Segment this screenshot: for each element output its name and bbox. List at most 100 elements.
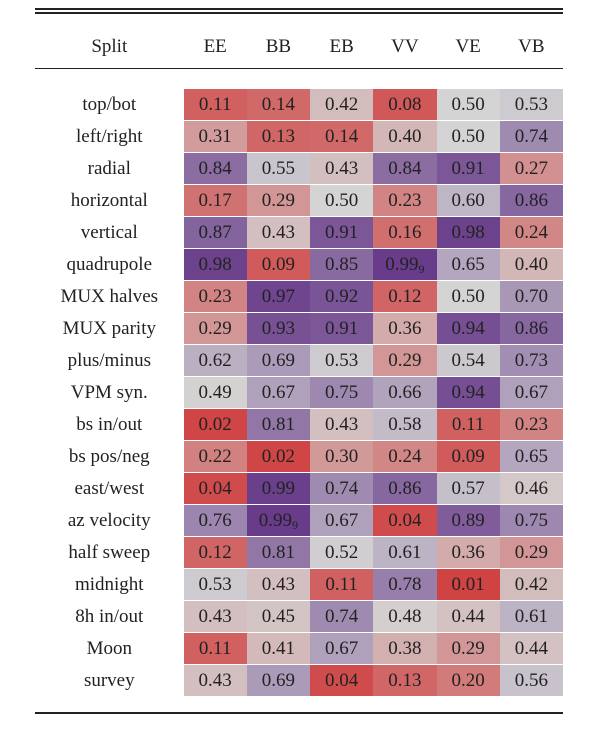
cell: 0.74 bbox=[310, 473, 374, 505]
cell: 0.91 bbox=[310, 313, 374, 345]
cell: 0.04 bbox=[310, 665, 374, 697]
cell: 0.67 bbox=[246, 377, 311, 409]
cell: 0.54 bbox=[436, 345, 500, 377]
cell: 0.11 bbox=[183, 633, 247, 665]
table-row: left/right 0.31 0.13 0.14 0.40 0.50 0.74 bbox=[35, 121, 563, 153]
cell: 0.97 bbox=[246, 281, 311, 313]
row-label: MUX parity bbox=[62, 318, 156, 339]
cell: 0.40 bbox=[373, 121, 437, 153]
cell: 0.30 bbox=[310, 441, 374, 473]
cell: 0.94 bbox=[436, 313, 500, 345]
row-label: half sweep bbox=[68, 542, 151, 563]
cell: 0.50 bbox=[436, 121, 500, 153]
cell: 0.87 bbox=[183, 217, 247, 249]
table-row: top/bot 0.11 0.14 0.42 0.08 0.50 0.53 bbox=[35, 89, 563, 121]
cell: 0.40 bbox=[499, 249, 563, 281]
cell: 0.38 bbox=[373, 633, 437, 665]
cell: 0.69 bbox=[246, 665, 311, 697]
row-label: left/right bbox=[76, 126, 143, 147]
cell-subscript: 9 bbox=[418, 261, 425, 276]
cell: 0.11 bbox=[436, 409, 500, 441]
row-label: VPM syn. bbox=[70, 382, 148, 403]
cell: 0.84 bbox=[373, 153, 437, 185]
cell: 0.67 bbox=[310, 633, 374, 665]
cell: 0.23 bbox=[373, 185, 437, 217]
cell: 0.12 bbox=[373, 281, 437, 313]
cell: 0.74 bbox=[499, 121, 563, 153]
cell: 0.27 bbox=[499, 153, 563, 185]
cell: 0.11 bbox=[183, 89, 247, 121]
cell: 0.75 bbox=[499, 505, 563, 537]
cell: 0.29 bbox=[436, 633, 500, 665]
cell: 0.43 bbox=[246, 217, 311, 249]
row-label: plus/minus bbox=[67, 350, 151, 371]
cell: 0.50 bbox=[436, 89, 500, 121]
cell: 0.62 bbox=[183, 345, 247, 377]
cell: 0.29 bbox=[373, 345, 437, 377]
row-label: Moon bbox=[86, 638, 132, 659]
row-label: MUX halves bbox=[60, 286, 159, 307]
cell: 0.29 bbox=[499, 537, 563, 569]
row-label: radial bbox=[87, 158, 131, 179]
cell: 0.57 bbox=[436, 473, 500, 505]
cell: 0.04 bbox=[373, 505, 437, 537]
table-row: VPM syn. 0.49 0.67 0.75 0.66 0.94 0.67 bbox=[35, 377, 563, 409]
cell: 0.43 bbox=[183, 601, 247, 633]
table-row: half sweep 0.12 0.81 0.52 0.61 0.36 0.29 bbox=[35, 537, 563, 569]
cell: 0.53 bbox=[310, 345, 374, 377]
cell: 0.43 bbox=[183, 665, 247, 697]
row-label: quadrupole bbox=[66, 254, 153, 275]
cell: 0.49 bbox=[183, 377, 247, 409]
cell: 0.84 bbox=[183, 153, 247, 185]
column-header: EE bbox=[203, 35, 227, 57]
cell: 0.75 bbox=[310, 377, 374, 409]
cell: 0.52 bbox=[310, 537, 374, 569]
cell: 0.44 bbox=[499, 633, 563, 665]
cell: 0.09 bbox=[246, 249, 311, 281]
column-header: Split bbox=[91, 35, 128, 57]
cell: 0.91 bbox=[310, 217, 374, 249]
table-row: Moon 0.11 0.41 0.67 0.38 0.29 0.44 bbox=[35, 633, 563, 665]
row-label: 8h in/out bbox=[75, 606, 144, 627]
cell: 0.23 bbox=[183, 281, 247, 313]
cell: 0.61 bbox=[373, 537, 437, 569]
cell: 0.93 bbox=[246, 313, 311, 345]
row-label: bs in/out bbox=[76, 414, 143, 435]
cell: 0.16 bbox=[373, 217, 437, 249]
cell: 0.41 bbox=[246, 633, 311, 665]
cell: 0.86 bbox=[499, 313, 563, 345]
table-row: survey 0.43 0.69 0.04 0.13 0.20 0.56 bbox=[35, 665, 563, 697]
cell: 0.70 bbox=[499, 281, 563, 313]
cell: 0.24 bbox=[499, 217, 563, 249]
cell: 0.09 bbox=[436, 441, 500, 473]
cell-value: 0.99 bbox=[258, 509, 293, 531]
table-row: vertical 0.87 0.43 0.91 0.16 0.98 0.24 bbox=[35, 217, 563, 249]
column-header: VE bbox=[455, 35, 481, 57]
cell: 0.01 bbox=[436, 569, 500, 601]
cell: 0.45 bbox=[246, 601, 311, 633]
cell: 0.58 bbox=[373, 409, 437, 441]
cell: 0.14 bbox=[310, 121, 374, 153]
cell: 0.65 bbox=[436, 249, 500, 281]
row-label: top/bot bbox=[82, 94, 137, 115]
row-label: midnight bbox=[74, 574, 144, 595]
cell: 0.94 bbox=[436, 377, 500, 409]
cell: 0.36 bbox=[436, 537, 500, 569]
cell: 0.46 bbox=[499, 473, 563, 505]
cell: 0.78 bbox=[373, 569, 437, 601]
cell: 0.86 bbox=[373, 473, 437, 505]
cell: 0.22 bbox=[183, 441, 247, 473]
cell: 0.76 bbox=[183, 505, 247, 537]
cell-subscript: 9 bbox=[292, 517, 299, 532]
cell: 0.20 bbox=[436, 665, 500, 697]
cell: 0.66 bbox=[373, 377, 437, 409]
cell: 0.31 bbox=[183, 121, 247, 153]
column-header: VB bbox=[518, 35, 545, 57]
cell: 0.73 bbox=[499, 345, 563, 377]
column-header: BB bbox=[265, 35, 292, 57]
table-row: quadrupole 0.98 0.09 0.85 0.999 0.65 0.40 bbox=[35, 249, 563, 281]
cell: 0.50 bbox=[436, 281, 500, 313]
cell: 0.999 bbox=[246, 505, 311, 537]
cell: 0.02 bbox=[183, 409, 247, 441]
bottom-rule bbox=[35, 712, 563, 714]
